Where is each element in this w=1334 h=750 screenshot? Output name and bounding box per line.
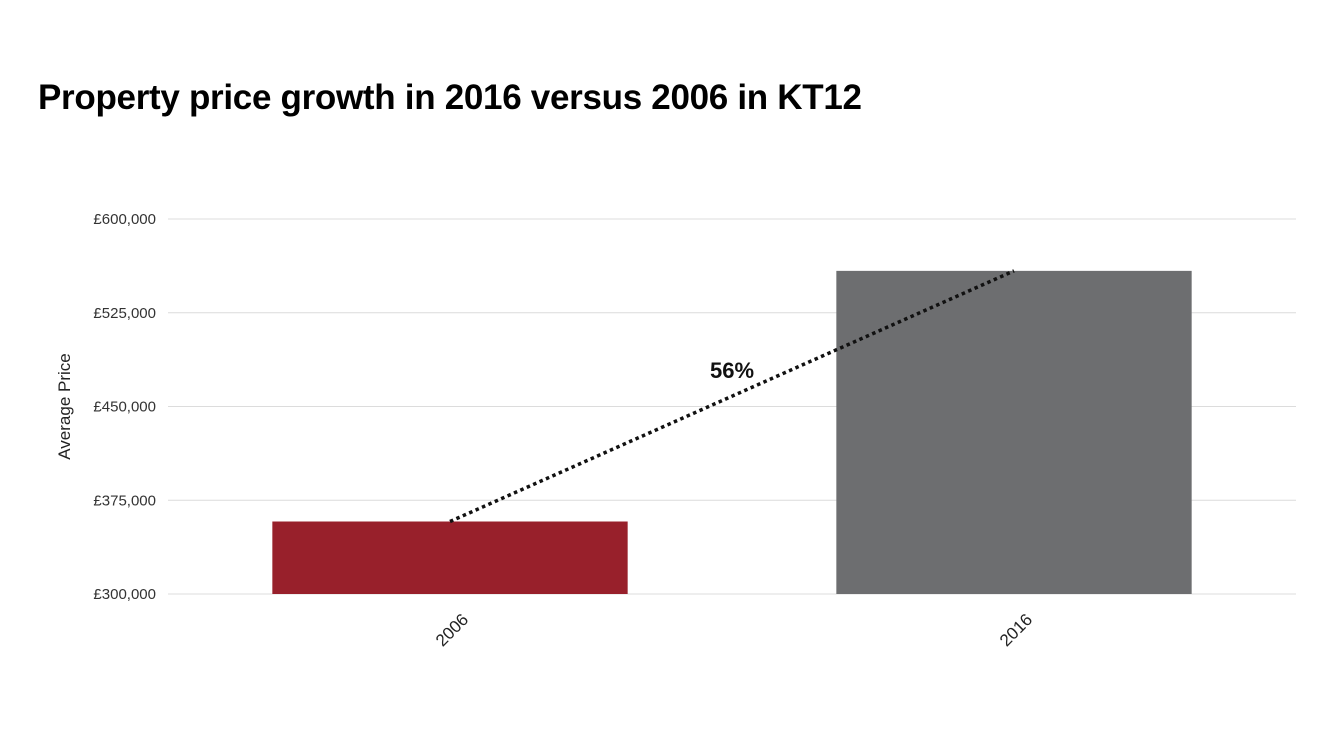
y-tick-label: £300,000 [93,586,156,603]
y-tick-label: £375,000 [93,492,156,509]
chart-title: Property price growth in 2016 versus 200… [38,78,862,117]
y-tick-label: £525,000 [93,305,156,322]
x-tick-label: 2016 [996,610,1036,650]
bars [272,270,1192,594]
growth-trend-line [449,269,1015,524]
x-tick-label: 2006 [432,610,472,650]
bar-2016 [836,270,1192,594]
x-axis-labels: 2006 2016 [432,610,1036,650]
y-axis-ticks: £300,000 £375,000 £450,000 £525,000 £600,000 [93,211,156,603]
y-tick-label: £600,000 [93,211,156,228]
y-tick-label: £450,000 [93,399,156,416]
y-axis-title: Average Price [55,353,74,459]
growth-annotation: 56% [710,358,754,383]
bar-2006 [272,521,628,594]
